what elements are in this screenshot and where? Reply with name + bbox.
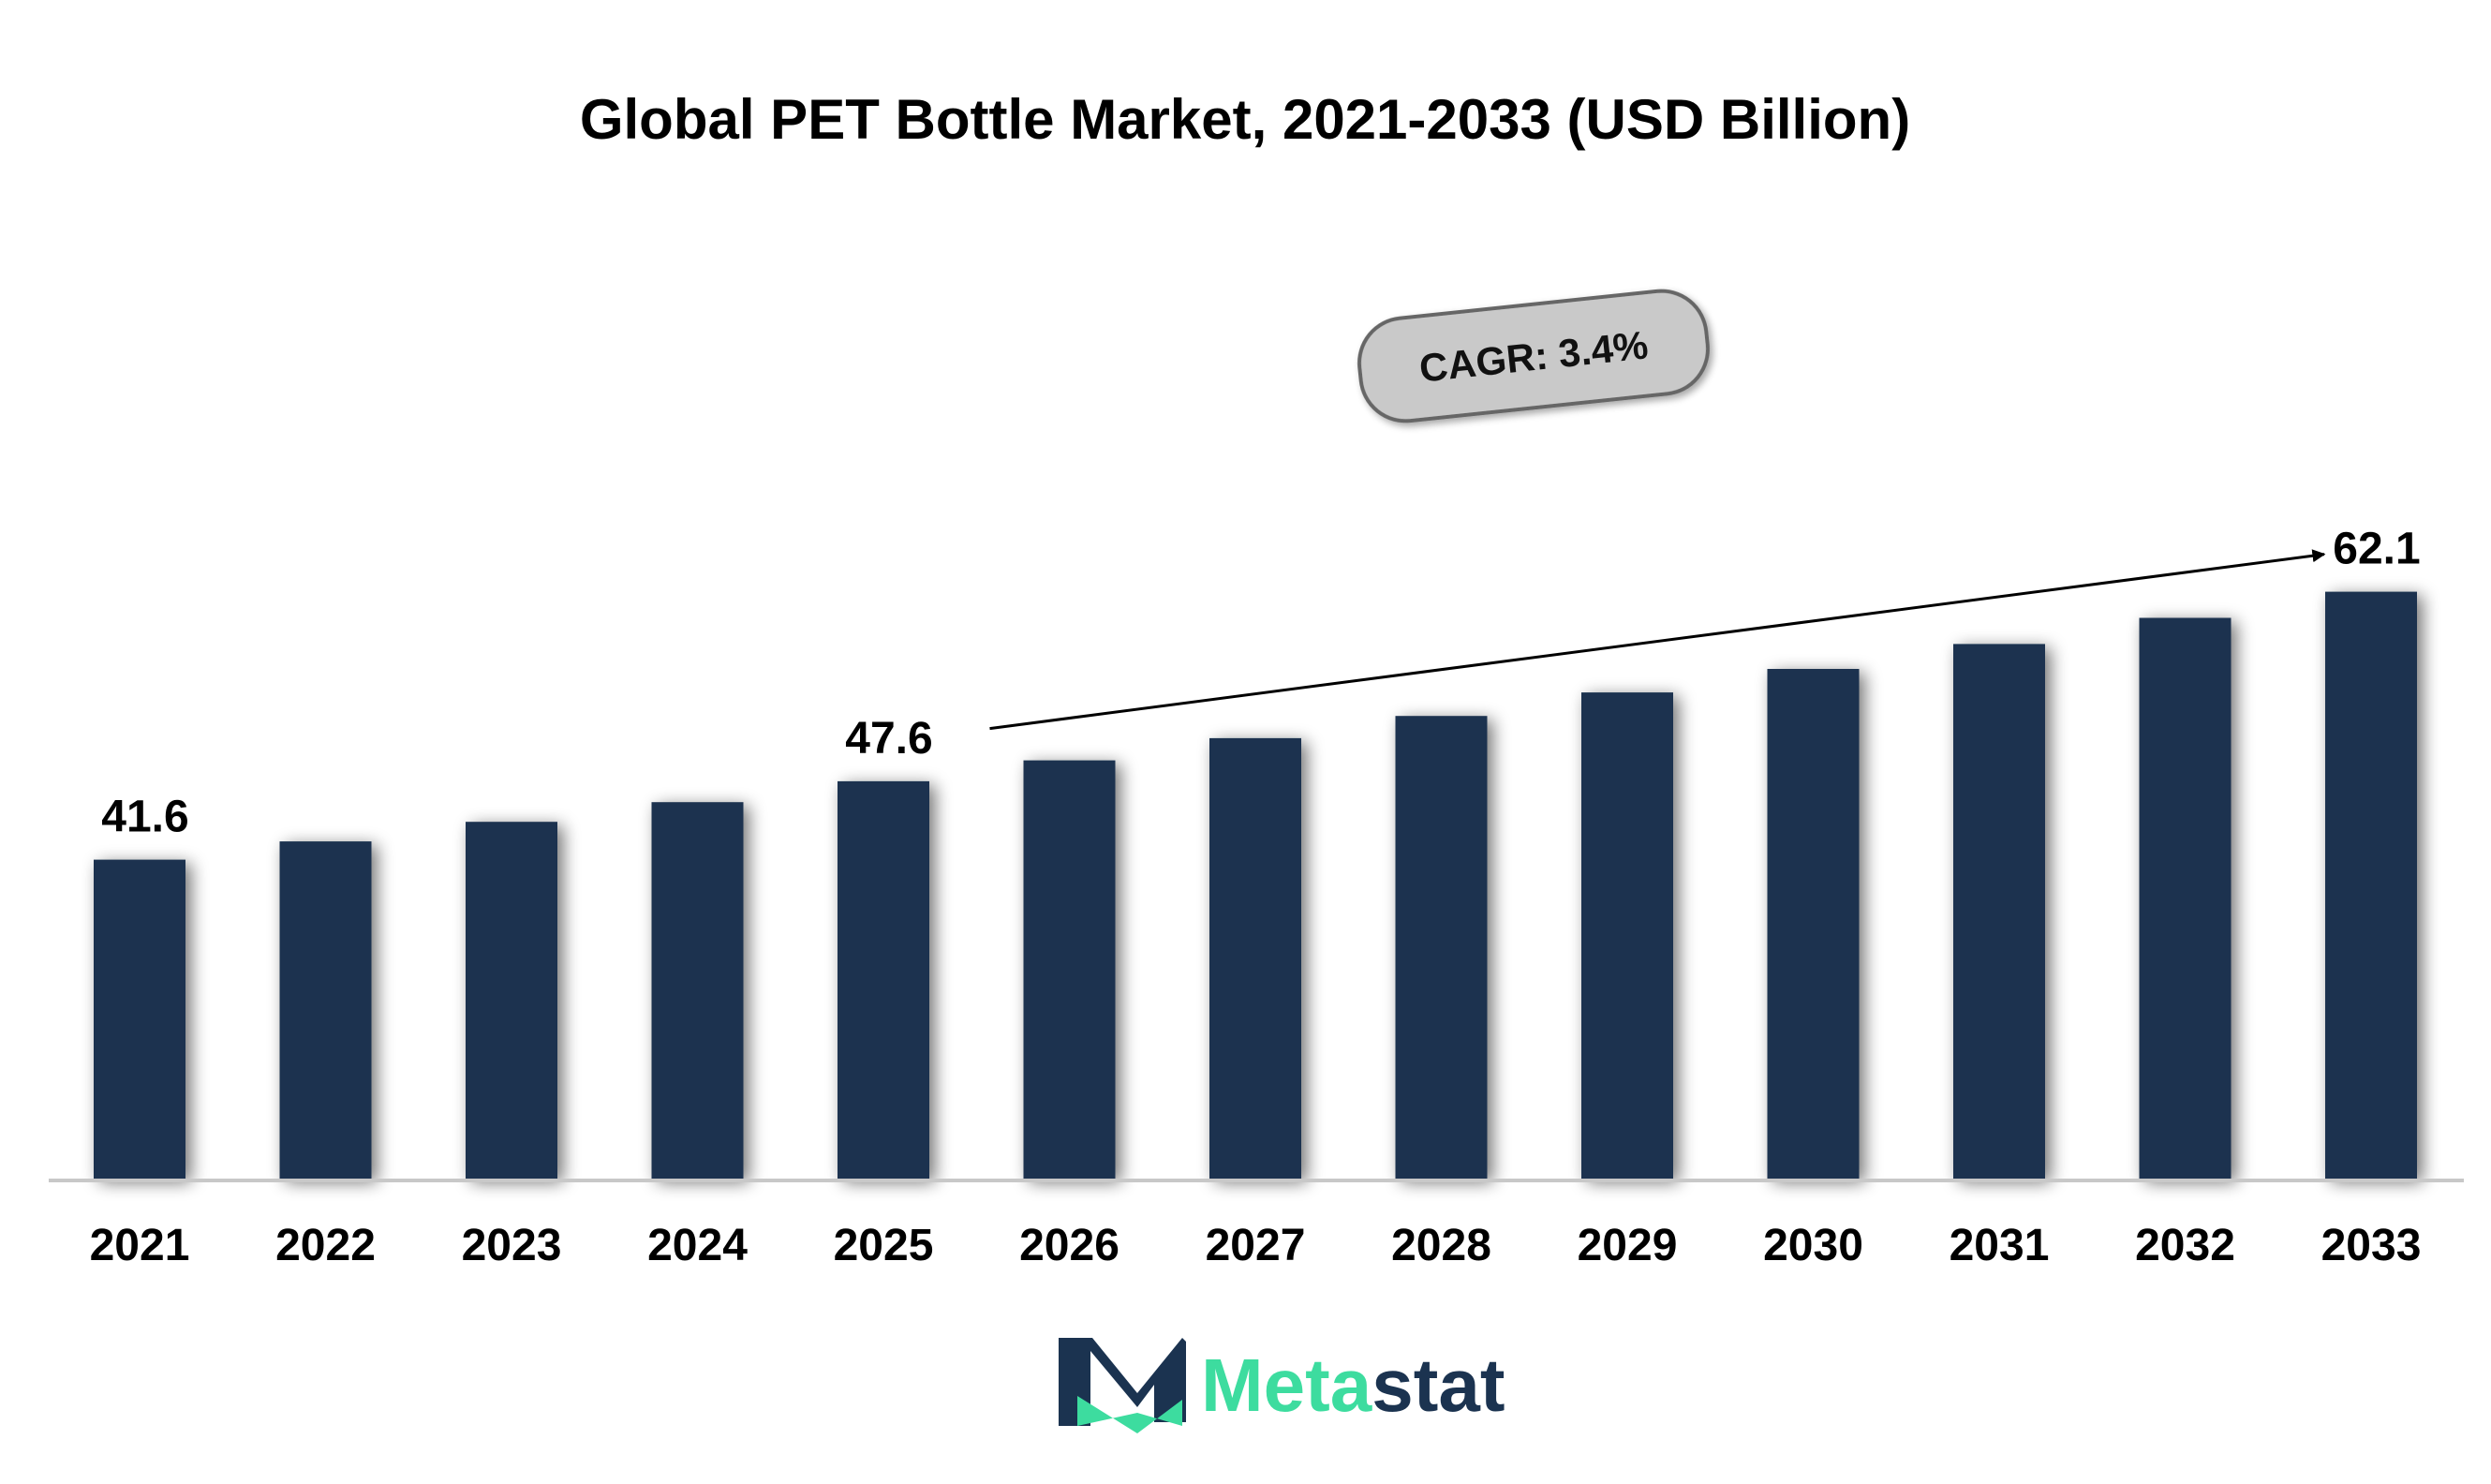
x-tick-label-2021: 2021 [90,1221,190,1270]
x-tick-labels: 2021 2022 2023 2024 2025 2026 2027 2028 2029 2030… [90,1221,2422,1270]
cagr-badge-shape [1357,289,1710,423]
bar-2023 [466,822,557,1179]
cagr-trend-arrow [989,549,2326,731]
bar-2027 [1209,737,1301,1179]
x-tick-label-2028: 2028 [1391,1221,1491,1270]
chart-title: Global PET Bottle Market, 2021-2033 (USD… [580,88,1910,151]
x-tick-label-2023: 2023 [462,1221,562,1270]
bar-2024 [651,802,744,1179]
bar-2032 [2139,617,2232,1179]
x-tick-label-2024: 2024 [647,1221,748,1270]
data-label-2021: 41.6 [101,793,188,842]
bar-2030 [1767,669,1860,1179]
x-tick-label-2031: 2031 [1950,1221,2050,1270]
bars-group [94,591,2417,1179]
cagr-badge: CAGR: 3.4% [1357,289,1710,423]
bar-2025 [838,780,929,1179]
bar-2022 [279,841,372,1179]
x-tick-label-2032: 2032 [2135,1221,2235,1270]
bar-2033 [2325,591,2417,1179]
x-tick-label-2026: 2026 [1019,1221,1119,1270]
cagr-annotation: CAGR: 3.4% [989,289,2326,731]
bar-2028 [1395,716,1488,1179]
bar-2029 [1581,692,1673,1179]
x-tick-label-2025: 2025 [834,1221,934,1270]
data-label-2033: 62.1 [2333,525,2420,574]
metastat-logo: Metastat [1059,1338,1505,1433]
x-tick-label-2027: 2027 [1206,1221,1306,1270]
data-label-2025: 47.6 [845,714,932,764]
bar-2031 [1953,644,2045,1179]
logo-wordmark: Metastat [1201,1343,1505,1427]
metastat-m-logo-icon [1059,1338,1186,1433]
logo-prefix: Meta [1201,1343,1372,1427]
x-tick-label-2022: 2022 [275,1221,376,1270]
data-labels: 41.6 47.6 62.1 [101,525,2420,842]
logo-suffix: stat [1372,1343,1505,1427]
x-tick-label-2030: 2030 [1763,1221,1863,1270]
bar-2026 [1023,760,1116,1179]
x-tick-label-2033: 2033 [2321,1221,2422,1270]
bar-2021 [94,859,185,1179]
x-tick-label-2029: 2029 [1578,1221,1678,1270]
